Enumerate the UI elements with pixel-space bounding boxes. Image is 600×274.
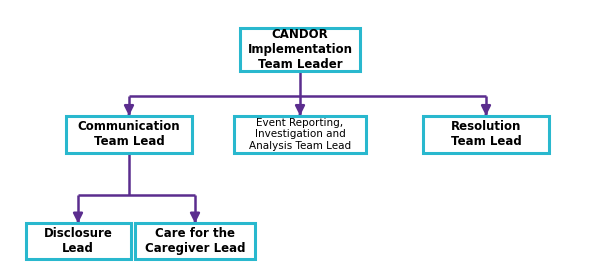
FancyBboxPatch shape [423,116,549,153]
Text: CANDOR
Implementation
Team Leader: CANDOR Implementation Team Leader [248,28,353,71]
Text: Event Reporting,
Investigation and
Analysis Team Lead: Event Reporting, Investigation and Analy… [249,118,351,151]
FancyBboxPatch shape [66,116,192,153]
Text: Resolution
Team Lead: Resolution Team Lead [451,120,521,148]
FancyBboxPatch shape [240,28,360,71]
Text: Care for the
Caregiver Lead: Care for the Caregiver Lead [145,227,245,255]
FancyBboxPatch shape [135,223,255,259]
FancyBboxPatch shape [26,223,131,259]
Text: Disclosure
Lead: Disclosure Lead [44,227,112,255]
FancyBboxPatch shape [234,116,366,153]
Text: Communication
Team Lead: Communication Team Lead [77,120,181,148]
